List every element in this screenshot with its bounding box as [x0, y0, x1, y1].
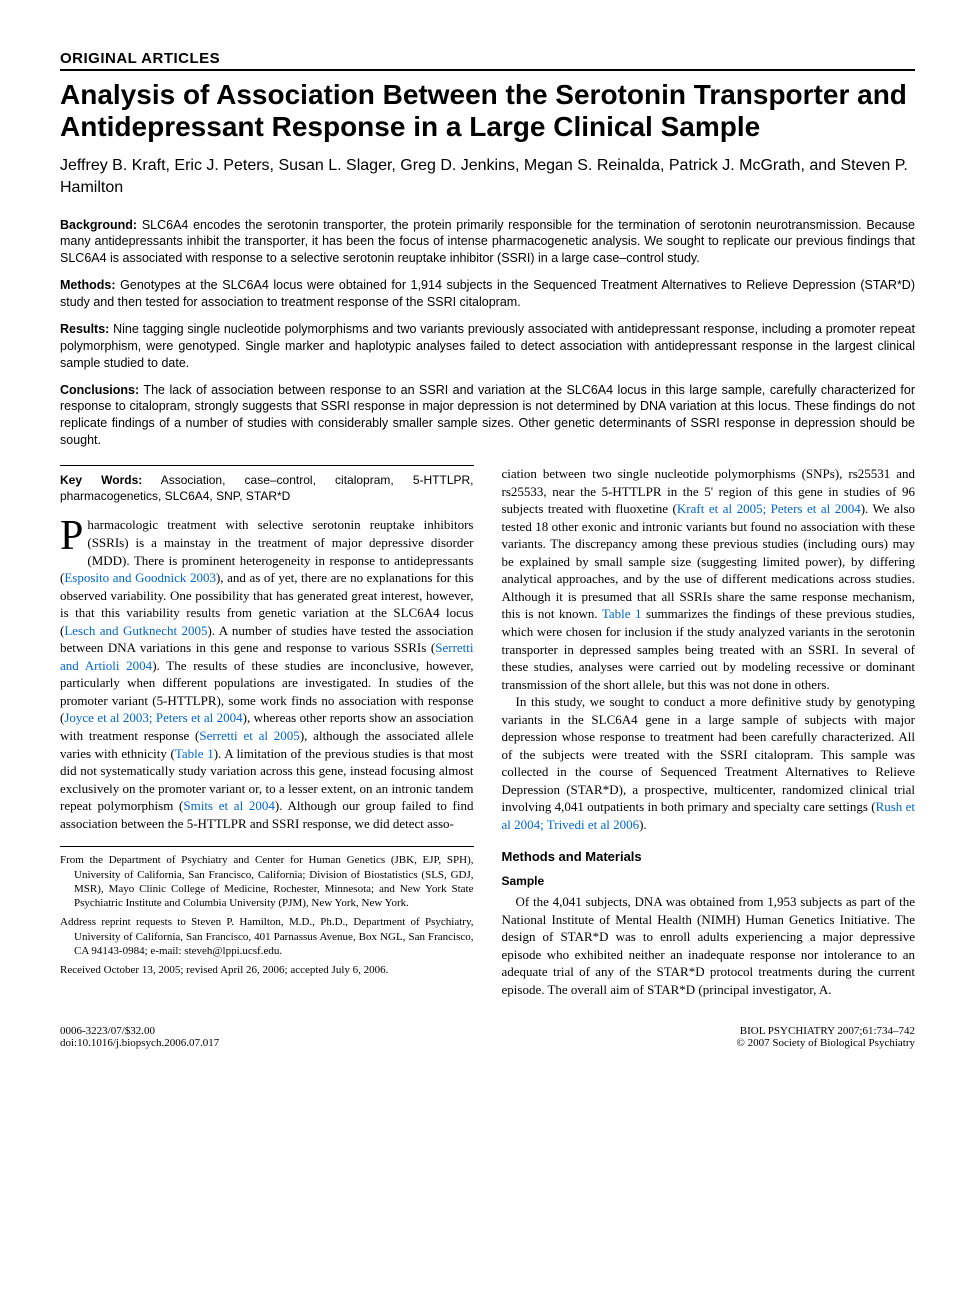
- c2p2b: ).: [639, 817, 647, 832]
- c2p1b: ). We also tested 18 other exonic and in…: [502, 501, 916, 621]
- ref-table1-a[interactable]: Table 1: [175, 746, 214, 761]
- abstract: Background: SLC6A4 encodes the serotonin…: [60, 217, 915, 450]
- ref-kraft-peters[interactable]: Kraft et al 2005; Peters et al 2004: [677, 501, 861, 516]
- abstract-results-label: Results:: [60, 322, 109, 336]
- abstract-conclusions-text: The lack of association between response…: [60, 383, 915, 448]
- ref-table1-b[interactable]: Table 1: [602, 606, 642, 621]
- ref-joyce-peters[interactable]: Joyce et al 2003; Peters et al 2004: [64, 710, 242, 725]
- abstract-conclusions: Conclusions: The lack of association bet…: [60, 382, 915, 450]
- keywords: Key Words: Association, case–control, ci…: [60, 472, 474, 504]
- keywords-label: Key Words:: [60, 473, 142, 487]
- left-column: Key Words: Association, case–control, ci…: [60, 465, 474, 999]
- footer-right: BIOL PSYCHIATRY 2007;61:734–742 © 2007 S…: [736, 1025, 915, 1049]
- col2-p2: In this study, we sought to conduct a mo…: [502, 693, 916, 833]
- abstract-methods: Methods: Genotypes at the SLC6A4 locus w…: [60, 277, 915, 311]
- ref-esposito[interactable]: Esposito and Goodnick 2003: [64, 570, 216, 585]
- ref-smits[interactable]: Smits et al 2004: [183, 798, 275, 813]
- affil-from: From the Department of Psychiatry and Ce…: [60, 853, 474, 910]
- footer-doi: doi:10.1016/j.biopsych.2006.07.017: [60, 1037, 219, 1049]
- abstract-background: Background: SLC6A4 encodes the serotonin…: [60, 217, 915, 268]
- abstract-results-text: Nine tagging single nucleotide polymorph…: [60, 322, 915, 370]
- author-list: Jeffrey B. Kraft, Eric J. Peters, Susan …: [60, 155, 915, 198]
- page-footer: 0006-3223/07/$32.00 doi:10.1016/j.biopsy…: [60, 1019, 915, 1049]
- abstract-results: Results: Nine tagging single nucleotide …: [60, 321, 915, 372]
- footer-left: 0006-3223/07/$32.00 doi:10.1016/j.biopsy…: [60, 1025, 219, 1049]
- affil-received: Received October 13, 2005; revised April…: [60, 963, 474, 977]
- footer-citation: BIOL PSYCHIATRY 2007;61:734–742: [736, 1025, 915, 1037]
- right-column: ciation between two single nucleotide po…: [502, 465, 916, 999]
- methods-heading: Methods and Materials: [502, 848, 916, 866]
- section-type-label: Original Articles: [60, 50, 915, 67]
- ref-lesch[interactable]: Lesch and Gutknecht 2005: [64, 623, 207, 638]
- abstract-background-text: SLC6A4 encodes the serotonin transporter…: [60, 218, 915, 266]
- title-rule: [60, 69, 915, 71]
- two-column-layout: Key Words: Association, case–control, ci…: [60, 465, 915, 999]
- intro-paragraph: Pharmacologic treatment with selective s…: [60, 516, 474, 832]
- body-text-right: ciation between two single nucleotide po…: [502, 465, 916, 999]
- body-text-left: Pharmacologic treatment with selective s…: [60, 516, 474, 832]
- footer-price: 0006-3223/07/$32.00: [60, 1025, 219, 1037]
- affiliation-block: From the Department of Psychiatry and Ce…: [60, 846, 474, 977]
- footer-copyright: © 2007 Society of Biological Psychiatry: [736, 1037, 915, 1049]
- ref-serretti-2005[interactable]: Serretti et al 2005: [199, 728, 299, 743]
- c2p2a: In this study, we sought to conduct a mo…: [502, 694, 916, 814]
- col2-p1: ciation between two single nucleotide po…: [502, 465, 916, 693]
- abstract-methods-label: Methods:: [60, 278, 116, 292]
- col2-p3: Of the 4,041 subjects, DNA was obtained …: [502, 893, 916, 998]
- article-title: Analysis of Association Between the Sero…: [60, 79, 915, 143]
- abstract-methods-text: Genotypes at the SLC6A4 locus were obtai…: [60, 278, 915, 309]
- dropcap: P: [60, 516, 87, 555]
- abstract-background-label: Background:: [60, 218, 137, 232]
- abstract-conclusions-label: Conclusions:: [60, 383, 139, 397]
- keywords-rule: [60, 465, 474, 466]
- affil-reprints: Address reprint requests to Steven P. Ha…: [60, 915, 474, 958]
- sample-heading: Sample: [502, 873, 916, 889]
